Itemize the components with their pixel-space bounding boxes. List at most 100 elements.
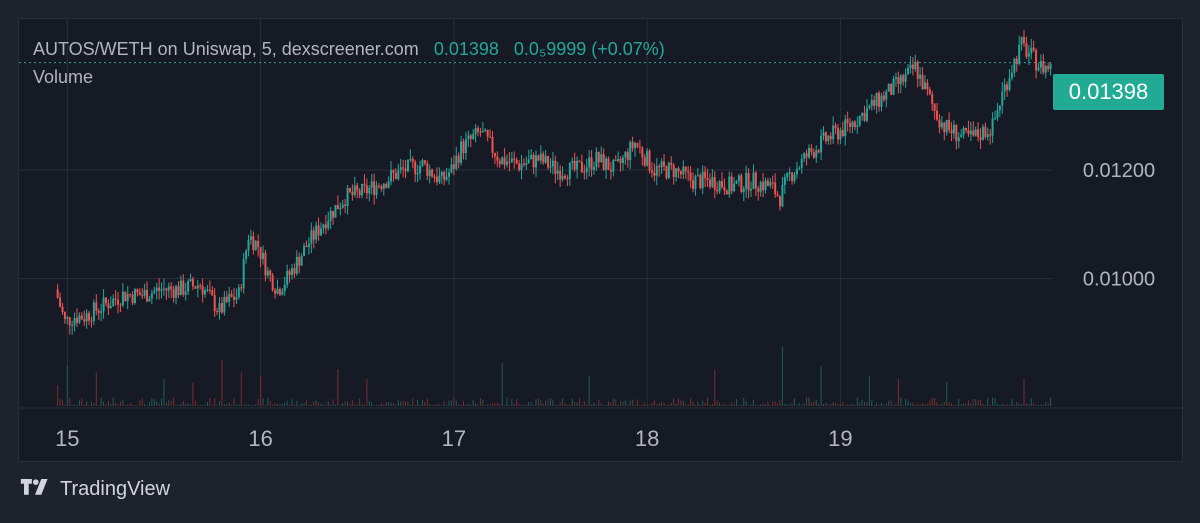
candle-body xyxy=(385,183,388,188)
volume-bar xyxy=(909,402,911,406)
candle-body xyxy=(815,150,818,158)
candle-body xyxy=(336,205,339,210)
candle-body xyxy=(216,311,219,313)
volume-bar xyxy=(310,404,312,406)
volume-bar xyxy=(313,401,315,406)
symbol-label: AUTOS/WETH on Uniswap, 5, dexscreener.co… xyxy=(33,39,419,59)
volume-bar xyxy=(670,402,672,406)
candle-body xyxy=(846,119,849,123)
volume-bar xyxy=(680,400,682,406)
volume-bar xyxy=(750,404,752,406)
volume-bar xyxy=(371,402,373,406)
footer: TradingView xyxy=(18,478,170,501)
volume-bar xyxy=(837,403,839,406)
candle-body xyxy=(904,74,907,82)
candle-body xyxy=(1013,58,1016,73)
volume-bar xyxy=(803,403,805,406)
tradingview-logo-icon[interactable] xyxy=(18,478,52,501)
tradingview-brand[interactable]: TradingView xyxy=(60,478,171,500)
candle-body xyxy=(300,256,303,266)
volume-bar xyxy=(455,400,457,406)
candle-body xyxy=(394,172,397,179)
candle-body xyxy=(708,179,711,187)
candle-body xyxy=(532,154,535,168)
candle-body xyxy=(262,252,265,260)
candle-body xyxy=(733,183,736,192)
candle-body xyxy=(406,159,409,172)
candle-body xyxy=(254,240,257,251)
volume-bar xyxy=(757,405,759,406)
candle-body xyxy=(699,175,702,189)
volume-bar xyxy=(390,403,392,406)
candle-body xyxy=(689,172,692,181)
volume-bar xyxy=(786,404,788,406)
candle-body xyxy=(274,290,277,294)
volume-bar xyxy=(946,382,948,406)
candle-body xyxy=(380,186,383,189)
candle-body xyxy=(245,250,248,259)
candle-body xyxy=(675,168,678,178)
volume-bar xyxy=(649,404,651,406)
volume-bar xyxy=(1035,404,1037,406)
candle-body xyxy=(636,142,639,147)
volume-bar xyxy=(513,404,515,406)
volume-bar xyxy=(231,404,233,406)
volume-bar xyxy=(90,401,92,406)
candle-body xyxy=(863,112,866,121)
chart-panel[interactable]: 0.01200 0.01000 15 16 17 18 19 AUTOS/WETH on U… xyxy=(18,18,1183,462)
candle-body xyxy=(283,284,286,292)
volume-bar xyxy=(351,400,353,406)
candle-body xyxy=(416,173,419,175)
candle-body xyxy=(204,289,207,295)
volume-bar xyxy=(492,403,494,406)
candle-body xyxy=(457,155,460,163)
candle-body xyxy=(583,172,586,174)
volume-bar xyxy=(960,403,962,406)
volume-bar xyxy=(397,400,399,406)
volume-bar xyxy=(595,404,597,406)
candle-body xyxy=(346,187,349,207)
candle-body xyxy=(684,166,687,172)
volume-bar xyxy=(144,403,146,406)
volume-bar xyxy=(801,404,803,406)
volume-bar xyxy=(412,398,414,406)
candle-body xyxy=(271,275,274,291)
candle-body xyxy=(155,287,158,291)
candle-body xyxy=(740,175,743,192)
candle-body xyxy=(230,293,233,297)
volume-bar xyxy=(272,404,274,406)
volume-bar xyxy=(76,404,78,406)
volume-bar xyxy=(603,404,605,406)
candle-body xyxy=(856,125,859,127)
volume-bar xyxy=(434,404,436,406)
volume-bar xyxy=(86,401,88,406)
candle-body xyxy=(119,304,122,306)
candle-body xyxy=(798,167,801,169)
candle-body xyxy=(177,286,180,296)
volume-bar xyxy=(636,399,638,406)
candle-body xyxy=(839,130,842,140)
volume-bar xyxy=(235,404,237,406)
candle-body xyxy=(341,204,344,208)
volume-bar xyxy=(617,404,619,406)
volume-bar xyxy=(808,397,810,406)
volume-bar xyxy=(934,398,936,406)
candle-body xyxy=(387,181,390,188)
candle-body xyxy=(1049,63,1052,70)
candle-body xyxy=(991,118,994,136)
candle-body xyxy=(80,315,83,320)
volume-bar xyxy=(228,402,230,406)
volume-bar xyxy=(400,401,402,406)
candle-body xyxy=(805,153,808,158)
candle-body xyxy=(252,236,255,251)
candle-body xyxy=(527,159,530,164)
volume-bar xyxy=(383,404,385,406)
candle-body xyxy=(933,103,936,111)
candle-body xyxy=(609,169,612,172)
volume-bar xyxy=(591,404,593,406)
chart-canvas[interactable]: 0.01200 0.01000 15 16 17 18 19 xyxy=(19,19,1183,462)
volume-bar xyxy=(963,403,965,406)
volume-bar xyxy=(475,403,477,406)
volume-bar xyxy=(373,404,375,406)
candle-body xyxy=(158,287,161,291)
